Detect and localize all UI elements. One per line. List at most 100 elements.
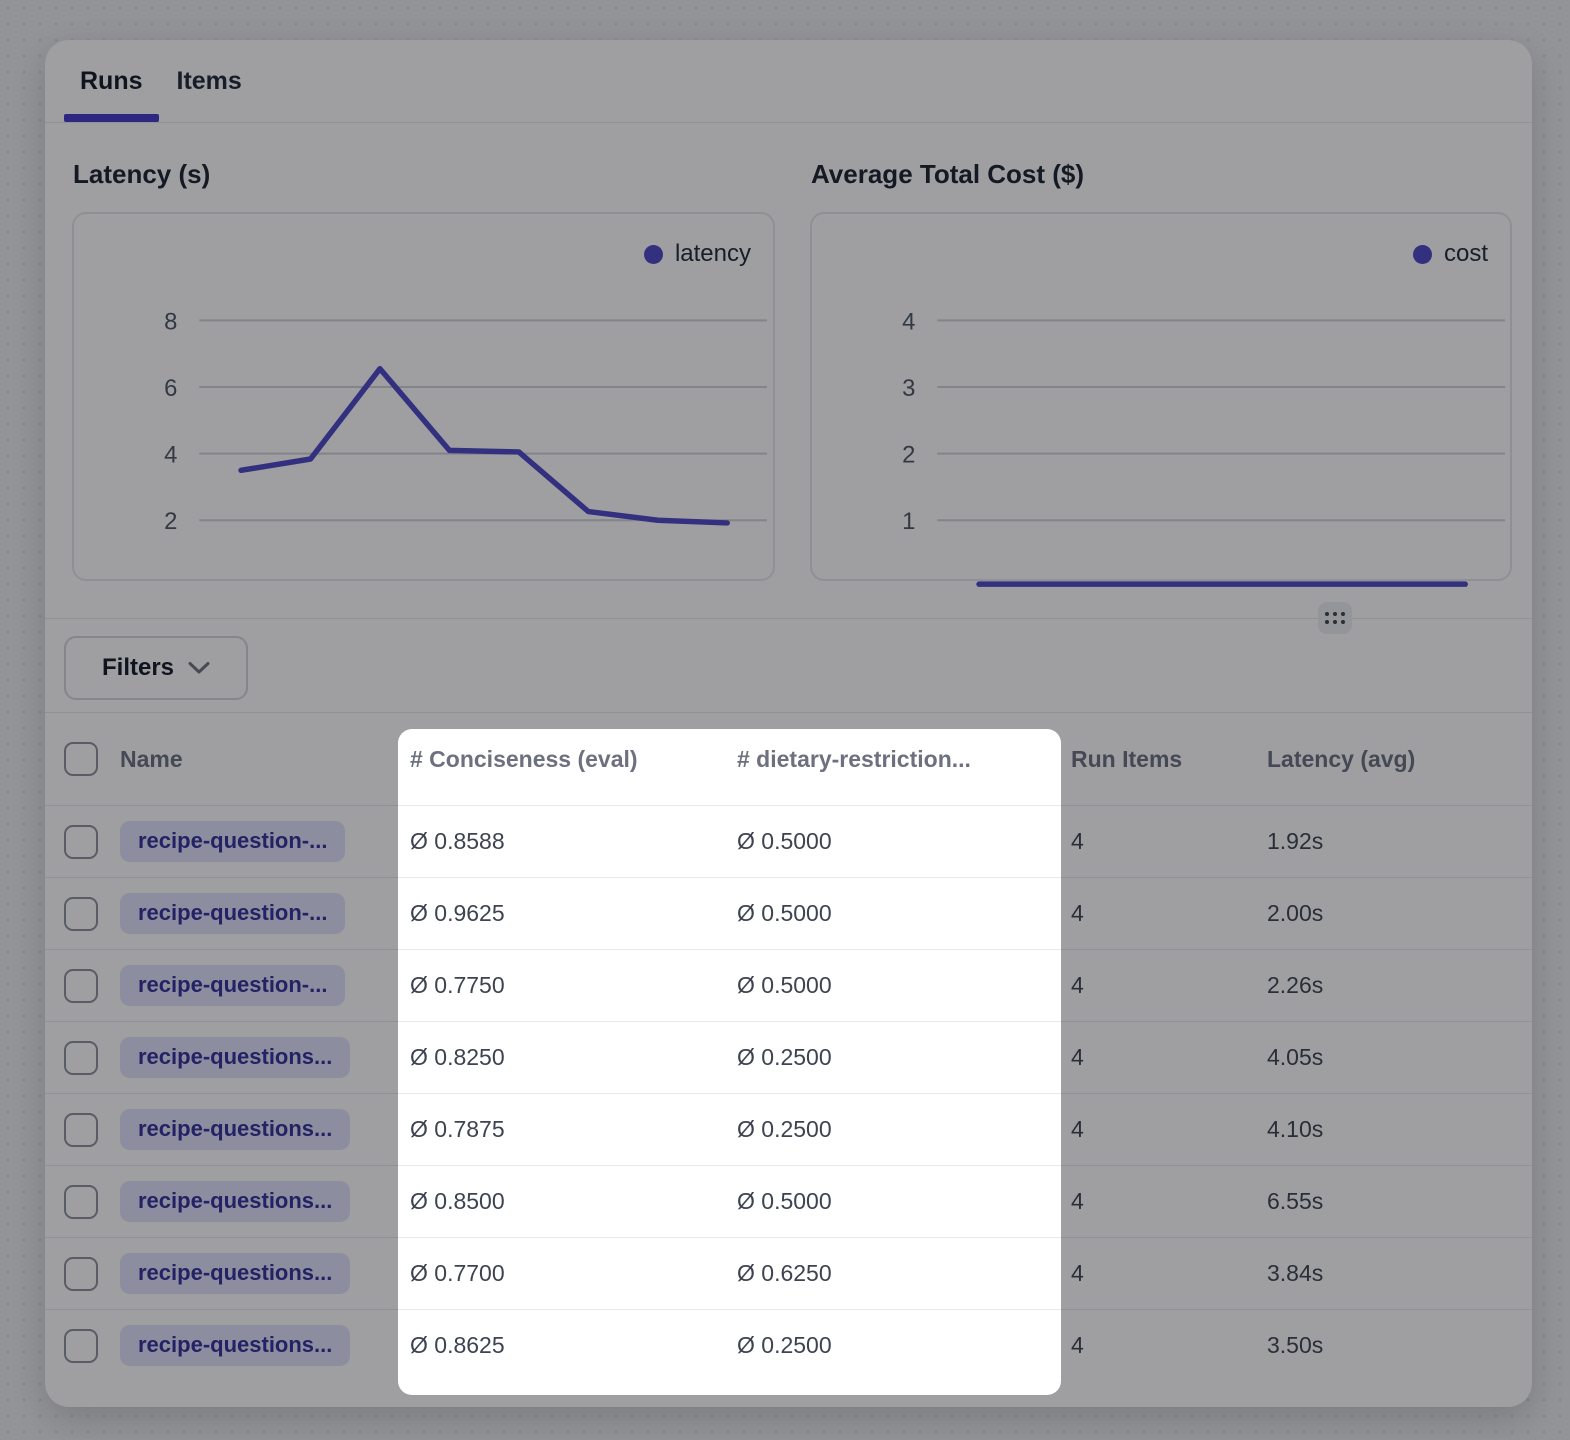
col-header-dietary-restriction[interactable]: # dietary-restriction... bbox=[737, 745, 971, 772]
y-tick-label: 6 bbox=[164, 375, 177, 402]
filters-button[interactable]: Filters bbox=[64, 636, 248, 700]
cost-chart-title: Average Total Cost ($) bbox=[811, 159, 1085, 189]
row-checkbox[interactable] bbox=[64, 896, 98, 931]
dietary-restriction-value: Ø 0.5000 bbox=[737, 828, 832, 854]
row-checkbox[interactable] bbox=[64, 824, 98, 859]
latency-avg-value: 4.10s bbox=[1267, 1116, 1324, 1142]
dietary-restriction-value: Ø 0.5000 bbox=[737, 1188, 832, 1214]
table-row[interactable]: recipe-question-... Ø 0.9625 Ø 0.5000 4 … bbox=[45, 877, 1532, 949]
dietary-restriction-value: Ø 0.2500 bbox=[737, 1332, 832, 1358]
run-name-badge[interactable]: recipe-question-... bbox=[120, 893, 346, 934]
tabs-divider bbox=[45, 122, 1532, 123]
row-checkbox[interactable] bbox=[64, 1184, 98, 1219]
y-tick-label: 2 bbox=[164, 508, 177, 535]
charts-table-divider bbox=[45, 602, 1532, 634]
row-checkbox[interactable] bbox=[64, 1256, 98, 1291]
run-items-value: 4 bbox=[1071, 1332, 1084, 1358]
conciseness-value: Ø 0.7700 bbox=[410, 1260, 505, 1286]
conciseness-value: Ø 0.8500 bbox=[410, 1188, 505, 1214]
y-tick-label: 1 bbox=[902, 508, 915, 535]
run-items-value: 4 bbox=[1071, 1260, 1084, 1286]
run-items-value: 4 bbox=[1071, 900, 1084, 926]
table-row[interactable]: recipe-questions... Ø 0.8625 Ø 0.2500 4 … bbox=[45, 1309, 1532, 1381]
cost-legend: cost bbox=[1412, 240, 1488, 268]
col-header-latency-avg[interactable]: Latency (avg) bbox=[1267, 745, 1416, 772]
chevron-down-icon bbox=[188, 662, 210, 674]
latency-chart-block: Latency (s) 2 4 6 8 latency bbox=[72, 159, 775, 581]
latency-avg-value: 2.00s bbox=[1267, 900, 1324, 926]
table-row[interactable]: recipe-questions... Ø 0.7875 Ø 0.2500 4 … bbox=[45, 1093, 1532, 1165]
col-header-conciseness[interactable]: # Conciseness (eval) bbox=[410, 745, 638, 772]
table-header-row: Name # Conciseness (eval) # dietary-rest… bbox=[45, 713, 1532, 805]
row-checkbox[interactable] bbox=[64, 1112, 98, 1147]
grip-dots-icon bbox=[1325, 612, 1345, 624]
run-items-value: 4 bbox=[1071, 1188, 1084, 1214]
latency-legend: latency bbox=[643, 240, 751, 268]
conciseness-value: Ø 0.7875 bbox=[410, 1116, 505, 1142]
conciseness-value: Ø 0.8250 bbox=[410, 1044, 505, 1070]
cost-chart-svg: 1 2 3 4 bbox=[902, 308, 1506, 587]
run-name-badge[interactable]: recipe-question-... bbox=[120, 965, 346, 1006]
latency-legend-label: latency bbox=[674, 240, 751, 267]
table-row[interactable]: recipe-questions... Ø 0.8250 Ø 0.2500 4 … bbox=[45, 1021, 1532, 1093]
run-name-badge[interactable]: recipe-question-... bbox=[120, 821, 346, 862]
y-tick-label: 4 bbox=[902, 308, 915, 335]
table-row[interactable]: recipe-questions... Ø 0.7700 Ø 0.6250 4 … bbox=[45, 1237, 1532, 1309]
conciseness-value: Ø 0.8588 bbox=[410, 828, 505, 854]
latency-avg-value: 4.05s bbox=[1267, 1044, 1324, 1070]
latency-series-line bbox=[238, 365, 730, 526]
row-checkbox[interactable] bbox=[64, 1040, 98, 1075]
run-items-value: 4 bbox=[1071, 1044, 1084, 1070]
select-all-checkbox[interactable] bbox=[64, 742, 98, 776]
divider-line bbox=[45, 618, 1532, 619]
table-row[interactable]: recipe-questions... Ø 0.8500 Ø 0.5000 4 … bbox=[45, 1165, 1532, 1237]
latency-avg-value: 3.84s bbox=[1267, 1260, 1324, 1286]
run-items-value: 4 bbox=[1071, 1116, 1084, 1142]
charts-section: Latency (s) 2 4 6 8 latency Average Total C… bbox=[45, 123, 1532, 587]
tab-bar: Runs Items bbox=[45, 40, 1532, 122]
run-name-badge[interactable]: recipe-questions... bbox=[120, 1325, 351, 1366]
resize-drag-handle[interactable] bbox=[1318, 602, 1352, 634]
cost-chart-panel: 1 2 3 4 cost bbox=[810, 212, 1512, 587]
tab-runs[interactable]: Runs bbox=[64, 40, 159, 122]
dietary-restriction-value: Ø 0.5000 bbox=[737, 972, 832, 998]
dietary-restriction-value: Ø 0.2500 bbox=[737, 1044, 832, 1070]
table-row[interactable]: recipe-question-... Ø 0.8588 Ø 0.5000 4 … bbox=[45, 805, 1532, 877]
latency-chart-svg: 2 4 6 8 bbox=[164, 308, 768, 535]
cost-chart-block: Average Total Cost ($) 1 2 3 4 cost bbox=[810, 159, 1512, 587]
conciseness-value: Ø 0.9625 bbox=[410, 900, 505, 926]
tab-items-label: Items bbox=[176, 66, 242, 95]
col-header-name[interactable]: Name bbox=[120, 745, 183, 772]
run-name-badge[interactable]: recipe-questions... bbox=[120, 1181, 351, 1222]
dietary-restriction-value: Ø 0.2500 bbox=[737, 1116, 832, 1142]
conciseness-value: Ø 0.8625 bbox=[410, 1332, 505, 1358]
dietary-restriction-value: Ø 0.5000 bbox=[737, 900, 832, 926]
run-name-badge[interactable]: recipe-questions... bbox=[120, 1109, 351, 1150]
table-top-divider bbox=[45, 712, 1532, 713]
y-tick-label: 2 bbox=[902, 442, 915, 469]
runs-table: Name # Conciseness (eval) # dietary-rest… bbox=[45, 713, 1532, 1381]
run-items-value: 4 bbox=[1071, 828, 1084, 854]
cost-legend-dot-icon bbox=[1412, 244, 1432, 264]
latency-avg-value: 6.55s bbox=[1267, 1188, 1324, 1214]
latency-avg-value: 2.26s bbox=[1267, 972, 1324, 998]
tab-runs-label: Runs bbox=[80, 66, 143, 95]
y-tick-label: 4 bbox=[164, 442, 177, 469]
run-name-badge[interactable]: recipe-questions... bbox=[120, 1253, 351, 1294]
table-row[interactable]: recipe-question-... Ø 0.7750 Ø 0.5000 4 … bbox=[45, 949, 1532, 1021]
run-items-value: 4 bbox=[1071, 972, 1084, 998]
row-checkbox[interactable] bbox=[64, 968, 98, 1003]
latency-chart-panel: 2 4 6 8 latency bbox=[72, 212, 775, 581]
y-tick-label: 3 bbox=[902, 375, 915, 402]
tab-items[interactable]: Items bbox=[161, 40, 258, 122]
conciseness-value: Ø 0.7750 bbox=[410, 972, 505, 998]
y-tick-label: 8 bbox=[164, 308, 177, 335]
col-header-run-items[interactable]: Run Items bbox=[1071, 745, 1183, 772]
filters-row: Filters bbox=[45, 619, 1532, 712]
latency-chart-title: Latency (s) bbox=[73, 159, 211, 189]
dietary-restriction-value: Ø 0.6250 bbox=[737, 1260, 832, 1286]
filters-button-label: Filters bbox=[101, 654, 175, 681]
run-name-badge[interactable]: recipe-questions... bbox=[120, 1037, 351, 1078]
runs-dashboard-card: Runs Items Latency (s) 2 4 6 8 latency Aver… bbox=[45, 40, 1532, 1407]
row-checkbox[interactable] bbox=[64, 1328, 98, 1363]
